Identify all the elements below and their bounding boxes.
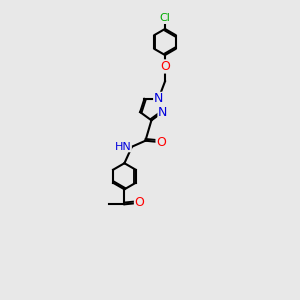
Text: HN: HN bbox=[115, 142, 131, 152]
Text: N: N bbox=[154, 92, 163, 105]
Text: N: N bbox=[158, 106, 167, 118]
Text: O: O bbox=[134, 196, 144, 209]
Text: O: O bbox=[156, 136, 166, 149]
Text: O: O bbox=[160, 60, 170, 73]
Text: Cl: Cl bbox=[160, 14, 170, 23]
